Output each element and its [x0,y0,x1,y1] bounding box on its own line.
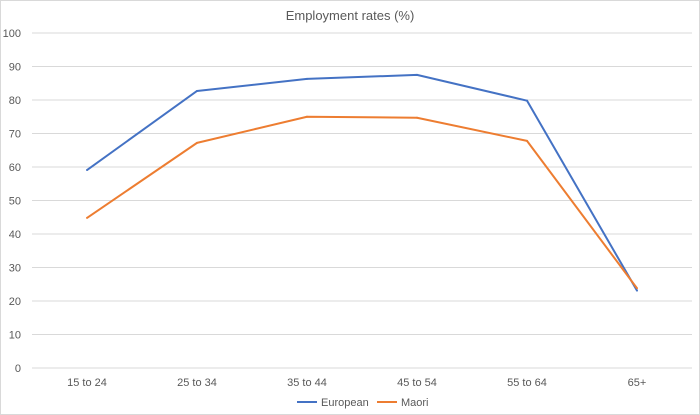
data-point [196,89,198,92]
data-point [526,139,528,142]
data-point [86,216,88,219]
data-point [416,116,418,119]
y-tick-label: 20 [9,296,21,308]
x-tick-label: 65+ [628,377,647,389]
x-tick-label: 15 to 24 [67,377,107,389]
y-tick-label: 80 [9,95,21,107]
y-tick-label: 60 [9,162,21,174]
data-point [416,73,418,76]
y-tick-label: 10 [9,330,21,342]
y-tick-label: 70 [9,129,21,141]
data-point [526,99,528,102]
data-point [86,169,88,172]
y-tick-label: 30 [9,263,21,275]
x-tick-label: 25 to 34 [177,377,217,389]
y-tick-label: 0 [15,363,21,375]
data-point [196,141,198,144]
data-point [306,115,308,118]
y-tick-label: 50 [9,196,21,208]
data-point [306,77,308,80]
y-tick-label: 90 [9,62,21,74]
x-tick-label: 35 to 44 [287,377,327,389]
data-point [636,287,638,290]
x-tick-label: 45 to 54 [397,377,437,389]
series-line-maori [86,115,638,289]
legend-label: European [321,397,369,409]
y-tick-label: 40 [9,229,21,241]
series-line-european [86,73,638,292]
data-point [636,289,638,292]
y-tick-label: 100 [3,28,21,40]
x-tick-label: 55 to 64 [507,377,547,389]
chart-title: Employment rates (%) [286,8,415,23]
legend-label: Maori [401,397,429,409]
